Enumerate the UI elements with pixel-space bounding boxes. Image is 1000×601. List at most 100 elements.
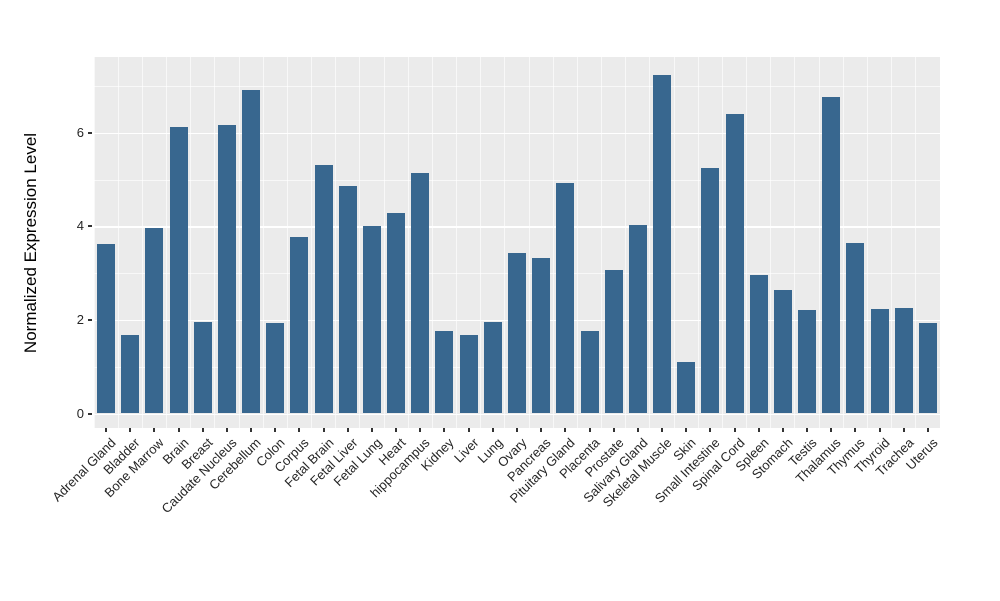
- vertical-gridline: [166, 57, 167, 428]
- vertical-gridline: [576, 57, 578, 428]
- bar: [217, 125, 236, 414]
- bar: [459, 334, 478, 414]
- x-tick-mark: [540, 428, 543, 432]
- x-tick-mark: [564, 428, 567, 432]
- x-tick-mark: [443, 428, 446, 432]
- bar: [725, 113, 744, 414]
- x-tick-mark: [153, 428, 156, 432]
- bar: [483, 322, 502, 414]
- y-tick-label: 6: [76, 124, 84, 140]
- y-tick-mark: [88, 225, 92, 228]
- vertical-gridline: [480, 57, 482, 428]
- bar: [121, 334, 140, 414]
- bar: [773, 289, 792, 414]
- y-axis-title: Normalized Expression Level: [21, 132, 40, 353]
- vertical-gridline: [286, 57, 288, 428]
- x-tick-mark: [854, 428, 857, 432]
- bar: [677, 362, 696, 414]
- bar: [435, 330, 454, 414]
- vertical-gridline: [842, 57, 844, 428]
- vertical-gridline: [214, 57, 216, 428]
- vertical-gridline: [359, 57, 361, 428]
- vertical-gridline: [383, 57, 385, 428]
- x-tick-mark: [902, 428, 905, 432]
- bar: [290, 236, 309, 414]
- minor-gridline: [94, 85, 940, 87]
- vertical-gridline: [601, 57, 603, 428]
- bar: [846, 243, 865, 414]
- bar: [314, 165, 333, 414]
- vertical-gridline: [238, 57, 240, 428]
- vertical-gridline: [311, 57, 313, 428]
- y-tick-label: 2: [76, 311, 84, 327]
- bar: [918, 322, 937, 414]
- vertical-gridline: [190, 57, 192, 428]
- bar: [387, 213, 406, 414]
- x-tick-mark: [322, 428, 325, 432]
- bar-chart: Normalized Expression Level 0 2 4 6 Adrenal …: [21, 57, 941, 517]
- vertical-gridline: [262, 57, 264, 428]
- bar: [169, 127, 188, 414]
- vertical-gridline: [673, 57, 675, 428]
- y-tick-mark: [88, 131, 92, 134]
- minor-gridline: [94, 179, 940, 181]
- x-tick-mark: [201, 428, 204, 432]
- major-gridline: [94, 226, 940, 228]
- y-tick-mark: [88, 318, 92, 321]
- bar: [628, 224, 647, 414]
- x-tick-mark: [346, 428, 349, 432]
- x-tick-mark: [709, 428, 712, 432]
- vertical-gridline: [649, 57, 651, 428]
- x-tick-mark: [274, 428, 277, 432]
- vertical-gridline: [794, 57, 796, 428]
- bar: [894, 308, 913, 414]
- major-gridline: [94, 132, 940, 135]
- bar: [532, 257, 551, 414]
- vertical-gridline: [141, 57, 143, 428]
- x-tick-mark: [129, 428, 132, 432]
- major-gridline: [94, 413, 940, 416]
- vertical-gridline: [891, 57, 893, 428]
- y-tick-label: 4: [76, 218, 84, 234]
- bar: [97, 244, 116, 414]
- bar: [822, 96, 841, 414]
- vertical-gridline: [818, 57, 820, 428]
- vertical-gridline: [866, 57, 868, 428]
- vertical-gridline: [697, 57, 699, 428]
- vertical-gridline: [431, 57, 433, 428]
- x-tick-mark: [298, 428, 301, 432]
- bar: [242, 89, 261, 414]
- bar: [508, 253, 526, 414]
- x-tick-mark: [370, 428, 373, 432]
- vertical-gridline: [456, 57, 458, 428]
- vertical-gridline: [335, 57, 337, 428]
- bar: [556, 183, 575, 414]
- x-tick-mark: [636, 428, 639, 432]
- x-tick-mark: [177, 428, 180, 432]
- vertical-gridline: [407, 57, 409, 428]
- x-tick-mark: [878, 428, 881, 432]
- bar: [338, 186, 357, 414]
- x-tick-mark: [661, 428, 664, 432]
- x-tick-mark: [225, 428, 228, 432]
- x-tick-mark: [806, 428, 809, 432]
- vertical-gridline: [504, 57, 506, 428]
- x-tick-mark: [419, 428, 422, 432]
- x-tick-mark: [467, 428, 470, 432]
- bar: [193, 322, 212, 414]
- vertical-gridline: [939, 57, 941, 428]
- vertical-gridline: [915, 57, 917, 428]
- vertical-gridline: [746, 57, 748, 428]
- vertical-gridline: [770, 57, 772, 428]
- bar: [870, 309, 889, 414]
- x-tick-mark: [250, 428, 253, 432]
- x-tick-mark: [491, 428, 494, 432]
- vertical-gridline: [117, 57, 119, 428]
- x-tick-mark: [105, 428, 108, 432]
- x-tick-mark: [612, 428, 615, 432]
- bar: [362, 225, 381, 414]
- bar: [580, 330, 599, 414]
- bar: [266, 323, 285, 414]
- bar: [798, 310, 817, 414]
- vertical-gridline: [93, 57, 95, 428]
